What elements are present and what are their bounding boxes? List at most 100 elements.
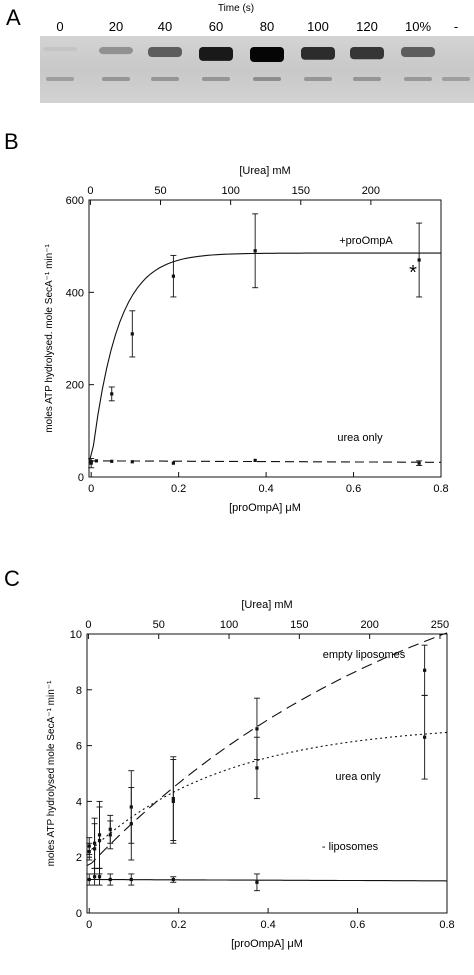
gel-lane-label: 0	[56, 19, 63, 34]
gel-band-upper	[301, 47, 335, 60]
panel-b-letter: B	[4, 129, 19, 154]
x-tick-label: 0	[88, 483, 94, 495]
top-tick-label: 100	[221, 185, 239, 197]
y-axis-label: moles ATP hydrolysed mole SecA⁻¹ min⁻¹	[46, 680, 57, 866]
series-fit-line	[86, 731, 448, 853]
gel-band-lower	[353, 77, 381, 81]
gel-lane-labels: 0 20 40 60 80 100 120 10% -	[56, 19, 458, 34]
y-tick-label: 200	[66, 380, 84, 392]
x-tick-label: 0.2	[171, 483, 186, 495]
x-tick-label: 0.8	[433, 483, 448, 495]
x-tick-label: 0.8	[439, 919, 454, 931]
x-tick-label: 0	[86, 919, 92, 931]
gel-band-lower	[253, 77, 281, 81]
y-tick-label: 4	[76, 796, 82, 808]
y-tick-label: 0	[76, 908, 82, 920]
x-tick-label: 0.6	[346, 483, 361, 495]
gel-lane-label: 120	[356, 19, 378, 34]
y-tick-label: 400	[66, 287, 84, 299]
x-axis-label: [proOmpA] μM	[231, 938, 303, 950]
x-tick-label: 0.4	[260, 919, 275, 931]
data-point	[89, 460, 93, 464]
gel-lane-label: 20	[109, 19, 123, 34]
gel-band-lower	[304, 77, 332, 81]
panel-a-letter: A	[6, 5, 21, 30]
top-tick-label: 100	[220, 619, 238, 631]
data-point	[129, 877, 133, 882]
data-point	[423, 668, 427, 672]
data-point	[108, 833, 112, 837]
y-tick-label: 6	[76, 741, 82, 753]
data-point	[93, 847, 97, 851]
gel-image	[40, 36, 474, 103]
plot-frame	[86, 633, 448, 914]
data-point	[417, 258, 421, 262]
gel-lane-label: 10%	[405, 19, 431, 34]
y-tick-label: 8	[76, 685, 82, 697]
data-point	[253, 249, 257, 253]
data-point	[255, 727, 259, 731]
y-tick-label: 2	[76, 852, 82, 864]
gel-band-upper	[148, 47, 182, 58]
data-point	[423, 735, 427, 739]
data-point	[87, 877, 91, 882]
y-tick-label: 0	[78, 472, 84, 484]
data-point	[97, 838, 102, 843]
annotation-star: *	[409, 262, 417, 284]
y-tick-label: 10	[70, 629, 82, 641]
data-point	[171, 877, 175, 882]
gel-title: Time (s)	[218, 3, 254, 14]
x-tick-label: 0.6	[350, 919, 365, 931]
gel-bands	[43, 47, 470, 81]
gel-band-lower	[46, 77, 74, 81]
data-point	[171, 799, 175, 803]
series-fit-line	[88, 460, 441, 463]
gel-band-lower	[442, 77, 470, 81]
data-point	[108, 877, 112, 882]
data-point	[171, 274, 175, 278]
series-label: empty liposomes	[323, 649, 406, 661]
series-fit-line	[87, 878, 448, 882]
x-axis-label: [proOmpA] μM	[229, 502, 301, 514]
data-point	[129, 822, 133, 826]
series-label: - liposomes	[322, 841, 379, 853]
gel-band-upper	[250, 47, 284, 62]
series-fit-line	[88, 252, 441, 464]
series-label: urea only	[335, 771, 381, 783]
gel-lane-label: 100	[307, 19, 329, 34]
data-point	[87, 850, 91, 854]
series-label: urea only	[337, 432, 383, 444]
top-tick-label: 0	[87, 185, 93, 197]
panel-c-letter: C	[4, 566, 20, 591]
data-point	[93, 875, 97, 879]
gel-band-upper	[43, 47, 77, 52]
gel-band-upper	[99, 47, 133, 55]
series-fit-line	[86, 632, 448, 867]
top-tick-label: 0	[85, 619, 91, 631]
gel-lane-label: -	[454, 19, 458, 34]
gel-lane-label: 60	[209, 19, 223, 34]
data-point	[110, 459, 114, 463]
gel-lane-label: 80	[260, 19, 274, 34]
gel-band-upper	[401, 47, 435, 58]
top-tick-label: 250	[431, 619, 449, 631]
top-tick-label: 150	[292, 185, 310, 197]
data-point	[417, 461, 421, 465]
top-tick-label: 200	[362, 185, 380, 197]
top-axis-label: [Urea] mM	[241, 599, 292, 611]
data-point	[94, 459, 99, 463]
gel-lane-label: 40	[158, 19, 172, 34]
data-point	[130, 460, 134, 464]
gel-band-lower	[404, 77, 432, 81]
top-tick-label: 50	[154, 185, 166, 197]
top-axis-label: [Urea] mM	[239, 165, 290, 177]
data-point	[255, 766, 259, 770]
gel-band-lower	[202, 77, 230, 81]
data-point	[171, 461, 175, 465]
data-point	[97, 875, 102, 879]
y-tick-label: 600	[66, 195, 84, 207]
top-tick-label: 200	[360, 619, 378, 631]
x-tick-label: 0.4	[258, 483, 273, 495]
